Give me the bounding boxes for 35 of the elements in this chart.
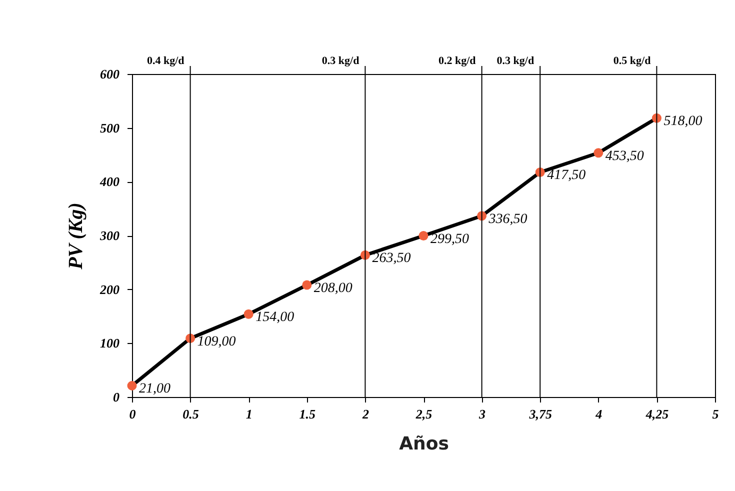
y-tick-label: 600 (100, 66, 120, 82)
x-tick-label: 1 (246, 406, 252, 422)
data-label: 336,50 (488, 212, 528, 227)
data-label: 154,00 (256, 310, 294, 326)
y-tick-label: 200 (99, 282, 120, 297)
data-label: 109,00 (197, 334, 236, 350)
x-axis-title: Años (399, 434, 449, 454)
data-label: 208,00 (314, 281, 352, 296)
x-tick-label: 4,25 (644, 406, 670, 422)
ref-line-label: 0.4 kg/d (147, 55, 184, 67)
x-tick-label: 0 (129, 406, 136, 422)
x-tick-label: 4 (594, 406, 603, 422)
x-tick-label: 1.5 (299, 406, 316, 422)
x-tick-label: 3,75 (528, 406, 552, 422)
data-label: 518,00 (664, 114, 702, 130)
y-tick-label: 300 (99, 228, 120, 243)
y-tick-label: 500 (100, 120, 120, 136)
x-tick-label: 2,5 (414, 406, 433, 422)
ref-line-label: 0.3 kg/d (322, 55, 360, 67)
data-label: 263,50 (372, 251, 411, 266)
y-tick-label: 100 (100, 336, 120, 351)
x-tick-label: 5 (712, 406, 720, 422)
y-tick-label: 400 (99, 174, 120, 190)
ref-line-label: 0.2 kg/d (438, 55, 476, 67)
ref-line-label: 0.3 kg/d (496, 55, 534, 67)
data-label: 453,50 (605, 148, 644, 164)
y-axis-title: PV (Kg) (65, 202, 87, 270)
ref-line-label: 0.5 kg/d (613, 55, 651, 67)
x-tick-label: 0.5 (182, 406, 200, 422)
data-label: 417,50 (547, 168, 586, 184)
y-tick-label: 0 (113, 390, 120, 404)
data-label: 299,50 (430, 232, 469, 247)
x-tick-label: 2 (361, 406, 370, 422)
x-tick-label: 3 (478, 406, 486, 422)
data-label: 21,00 (139, 382, 170, 397)
